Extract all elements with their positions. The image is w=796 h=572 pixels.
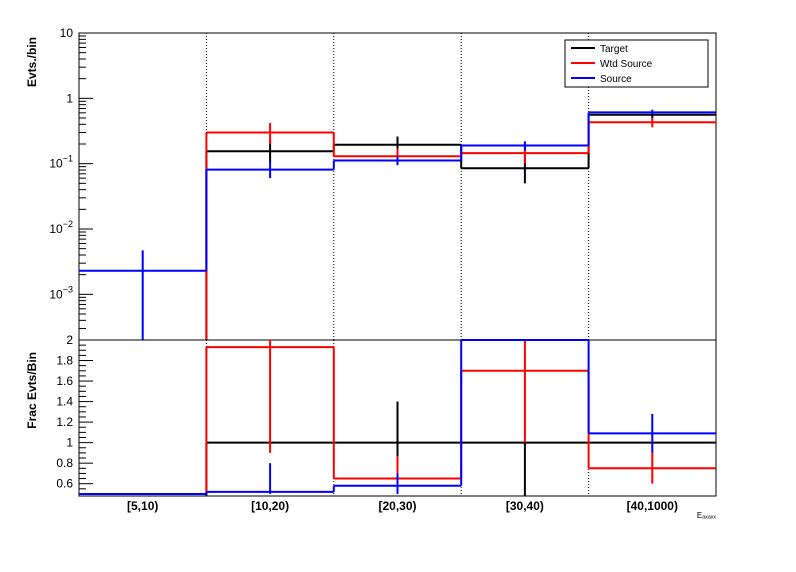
y-axis-label: Frac Evts/Bin [25,352,39,429]
y-tick-label: 1 [66,91,73,105]
y-tick-label: 1.8 [56,354,73,368]
y-tick-label: 2 [66,333,73,347]
x-tick-label: [40,1000) [627,499,678,513]
x-tick-label: [30,40) [506,499,544,513]
legend-label: Source [600,74,632,85]
x-axis-label: Eₐₓₐₓₓ [697,511,717,520]
x-tick-label: [10,20) [251,499,289,513]
legend-label: Wtd Source [600,59,653,70]
ratio-panel: 0.6 0.8 1 1.2 1.4 1.6 1.8 2 Frac Evts/Bin [5,10) [… [25,333,717,520]
legend-label: Target [600,44,628,55]
top-panel: 10 1 10−1 10−2 10−3 Evts./bin [25,26,717,341]
y-tick-label: 10−1 [49,154,73,171]
y-tick-label: 10−3 [49,284,73,301]
y-tick-label: 1.6 [56,374,73,388]
y-tick-label: 1.2 [56,415,73,429]
y-tick-label: 10−2 [49,219,73,236]
y-tick-label: 10 [60,26,74,40]
y-tick-label: 0.8 [56,456,73,470]
ratio-frame [78,339,717,497]
legend: Target Wtd Source Source [564,39,709,88]
y-tick-label: 1 [66,436,73,450]
x-tick-label: [5,10) [127,499,158,513]
y-axis-label: Evts./bin [25,37,39,87]
y-tick-label: 1.4 [56,395,73,409]
y-tick-label: 0.6 [56,477,73,491]
x-tick-label: [20,30) [378,499,416,513]
